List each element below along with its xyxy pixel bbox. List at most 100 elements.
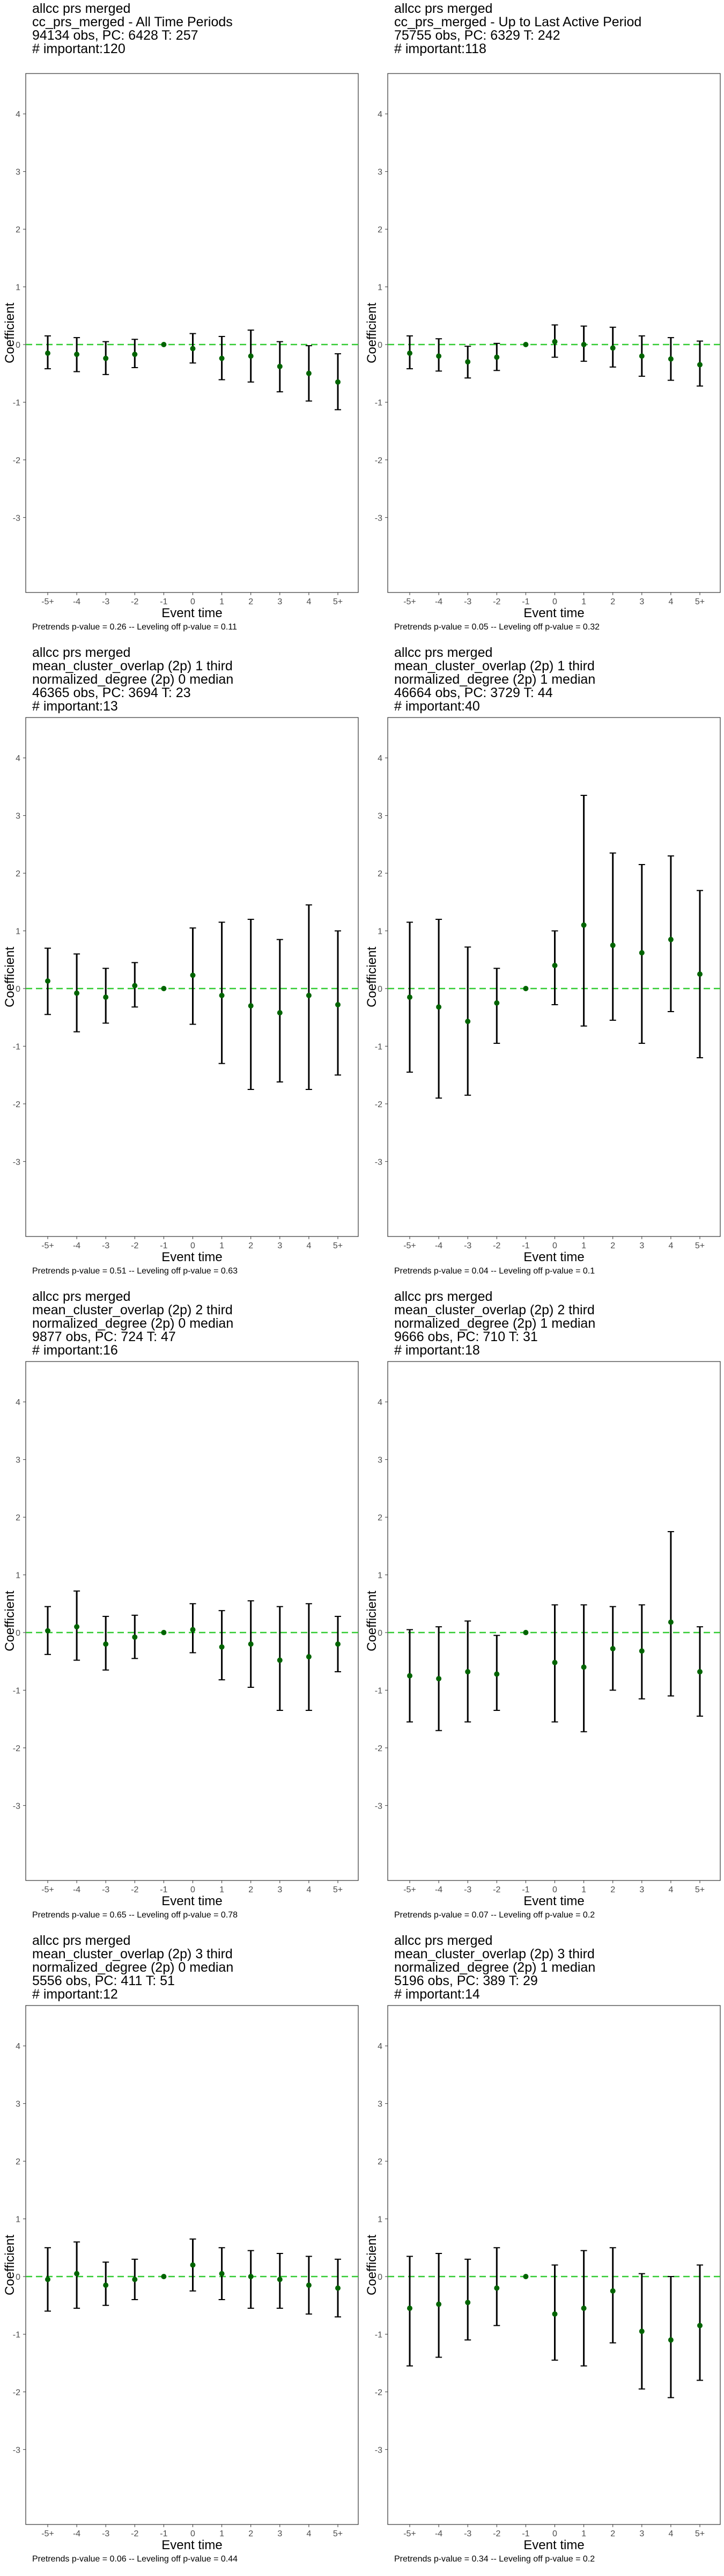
pvalue-caption: Pretrends p-value = 0.26 -- Leveling off… bbox=[32, 623, 237, 632]
panel-title-line: allcc prs merged bbox=[32, 1289, 131, 1304]
pvalue-caption: Pretrends p-value = 0.07 -- Leveling off… bbox=[394, 1911, 595, 1920]
y-tick-label: 4 bbox=[16, 1398, 20, 1407]
x-tick-label: 4 bbox=[306, 1241, 311, 1250]
point-estimate bbox=[523, 341, 529, 347]
chart-panel: allcc prs merged mean_cluster_overlap (2p… bbox=[362, 1288, 724, 1932]
x-tick-label: -5+ bbox=[41, 1241, 54, 1250]
plot-border bbox=[387, 1361, 721, 1881]
y-axis-title: Coefficient bbox=[3, 2235, 17, 2295]
point-estimate bbox=[45, 2277, 50, 2282]
panel-title-line: allcc prs merged bbox=[394, 1933, 493, 1948]
chart-panel: allcc prs merged mean_cluster_overlap (2p… bbox=[362, 644, 724, 1288]
plot-border bbox=[25, 717, 359, 1237]
point-estimate bbox=[639, 2329, 645, 2334]
point-estimate bbox=[103, 1641, 109, 1647]
x-tick-label: -1 bbox=[522, 2529, 529, 2538]
y-tick-label: 0 bbox=[16, 2273, 20, 2282]
y-tick-label: 4 bbox=[378, 754, 382, 763]
x-tick-label: 0 bbox=[190, 1241, 195, 1250]
y-tick-label: -2 bbox=[375, 2388, 382, 2397]
x-axis-title: Event time bbox=[523, 1250, 584, 1264]
panel-title-line: cc_prs_merged - All Time Periods bbox=[32, 14, 233, 30]
point-estimate bbox=[103, 355, 109, 361]
event-study-plot: -3 -2 -1 0 1 2 3 4 -5+ -4 -3 -2 -1 0 1 2 3 4 5+ Event time C… bbox=[365, 73, 721, 620]
point-estimate bbox=[436, 2301, 442, 2307]
y-tick-label: 0 bbox=[16, 1629, 20, 1638]
x-tick-label: -2 bbox=[493, 1241, 500, 1250]
panel-title-line: mean_cluster_overlap (2p) 2 third bbox=[32, 1302, 233, 1318]
x-tick-label: 5+ bbox=[695, 1241, 705, 1250]
point-estimate bbox=[306, 2282, 312, 2288]
x-tick-label: -3 bbox=[102, 1241, 109, 1250]
x-tick-label: 1 bbox=[219, 597, 224, 606]
point-estimate bbox=[45, 1628, 50, 1634]
point-estimate bbox=[190, 2262, 196, 2268]
panel-title-line: 9877 obs, PC: 724 T: 47 bbox=[32, 1329, 176, 1344]
y-tick-label: 3 bbox=[378, 812, 382, 821]
y-axis-title: Coefficient bbox=[3, 1591, 17, 1651]
point-estimate bbox=[697, 971, 703, 977]
pvalue-caption: Pretrends p-value = 0.05 -- Leveling off… bbox=[394, 623, 600, 632]
panel-title-line: mean_cluster_overlap (2p) 1 third bbox=[394, 658, 595, 674]
x-tick-label: -4 bbox=[73, 1241, 80, 1250]
point-estimate bbox=[581, 341, 587, 347]
y-tick-label: 2 bbox=[378, 869, 382, 879]
point-estimate bbox=[552, 2311, 558, 2317]
y-tick-label: 0 bbox=[378, 985, 382, 994]
point-estimate bbox=[639, 353, 645, 359]
panel-title: allcc prs merged mean_cluster_overlap (2p… bbox=[32, 646, 233, 713]
point-estimate bbox=[494, 1000, 500, 1006]
y-tick-label: -1 bbox=[13, 2330, 20, 2339]
x-tick-label: 2 bbox=[610, 597, 615, 606]
x-tick-label: -3 bbox=[464, 597, 471, 606]
chart-panel: allcc prs merged mean_cluster_overlap (2p… bbox=[362, 1932, 724, 2576]
x-tick-label: 3 bbox=[639, 2529, 644, 2538]
x-tick-label: 4 bbox=[668, 2529, 673, 2538]
x-tick-label: -2 bbox=[493, 597, 500, 606]
x-tick-label: -1 bbox=[522, 1885, 529, 1894]
panel-title-line: 94134 obs, PC: 6428 T: 257 bbox=[32, 28, 198, 43]
y-tick-label: 3 bbox=[16, 168, 20, 177]
y-tick-label: -3 bbox=[375, 1802, 382, 1811]
y-tick-label: -1 bbox=[375, 398, 382, 407]
y-tick-label: -2 bbox=[375, 456, 382, 465]
panel-title-line: # important:13 bbox=[32, 699, 118, 714]
panel-title-line: # important:120 bbox=[32, 41, 125, 56]
point-estimate bbox=[668, 356, 674, 362]
pvalue-caption: Pretrends p-value = 0.51 -- Leveling off… bbox=[32, 1267, 238, 1276]
x-tick-label: 3 bbox=[277, 2529, 282, 2538]
point-estimate bbox=[161, 1629, 167, 1635]
panel-title: allcc prs merged mean_cluster_overlap (2p… bbox=[32, 1290, 233, 1357]
x-tick-label: -3 bbox=[102, 1885, 109, 1894]
y-tick-label: -2 bbox=[13, 456, 20, 465]
x-tick-label: -1 bbox=[160, 597, 167, 606]
y-tick-label: -1 bbox=[13, 1042, 20, 1051]
y-tick-label: 3 bbox=[16, 2100, 20, 2109]
y-tick-label: 2 bbox=[378, 225, 382, 235]
x-tick-label: -1 bbox=[160, 2529, 167, 2538]
chart-panel: allcc prs merged cc_prs_merged - All Time… bbox=[0, 0, 362, 644]
y-tick-label: -3 bbox=[375, 1158, 382, 1167]
y-tick-label: -1 bbox=[13, 1686, 20, 1695]
panel-title-line: 5556 obs, PC: 411 T: 51 bbox=[32, 1973, 175, 1988]
x-axis-title: Event time bbox=[523, 1894, 584, 1908]
y-tick-label: -1 bbox=[375, 2330, 382, 2339]
panel-title-line: 9666 obs, PC: 710 T: 31 bbox=[394, 1329, 538, 1344]
x-tick-label: 1 bbox=[219, 1241, 224, 1250]
x-tick-label: 1 bbox=[581, 597, 586, 606]
panel-title-line: mean_cluster_overlap (2p) 2 third bbox=[394, 1302, 595, 1318]
chart-panel: allcc prs merged mean_cluster_overlap (2p… bbox=[0, 1288, 362, 1932]
x-tick-label: 2 bbox=[248, 1885, 253, 1894]
point-estimate bbox=[407, 350, 412, 356]
point-estimate bbox=[161, 2273, 167, 2279]
point-estimate bbox=[697, 2323, 703, 2329]
x-tick-label: -5+ bbox=[403, 1241, 416, 1250]
point-estimate bbox=[74, 2271, 80, 2277]
y-axis-title: Coefficient bbox=[365, 303, 379, 363]
point-estimate bbox=[277, 1657, 283, 1663]
panel-title-line: normalized_degree (2p) 0 median bbox=[32, 672, 234, 687]
x-tick-label: -4 bbox=[73, 597, 80, 606]
point-estimate bbox=[219, 2271, 225, 2277]
y-tick-label: 0 bbox=[378, 2273, 382, 2282]
point-estimate bbox=[306, 992, 312, 998]
